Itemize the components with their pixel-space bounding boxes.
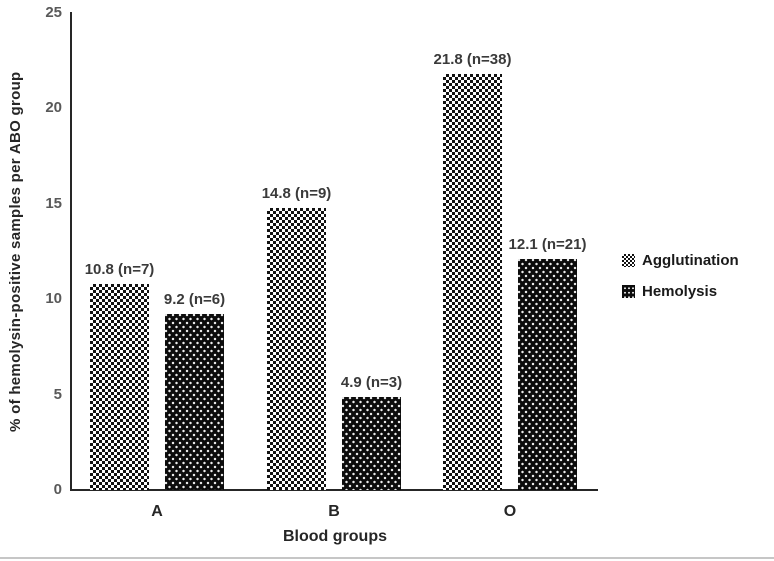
legend: Agglutination Hemolysis (622, 252, 739, 314)
y-tick-label-0: 0 (53, 481, 62, 498)
bar-hemolysis-group-a (165, 314, 224, 490)
data-label-agglutination-a: 10.8 (n=7) (84, 260, 155, 278)
x-axis-title: Blood groups (283, 528, 387, 545)
y-tick-label-25: 25 (45, 4, 62, 21)
y-tick-label-5: 5 (53, 385, 62, 403)
bar-agglutination-group-b (267, 207, 326, 490)
x-category-label-a: A (151, 503, 163, 520)
bar-hemolysis-group-o (518, 259, 577, 490)
y-tick-label-15: 15 (45, 194, 62, 212)
y-axis-line (70, 12, 72, 490)
data-label-hemolysis-o: 12.1 (n=21) (508, 236, 587, 254)
legend-label-hemolysis: Hemolysis (642, 283, 718, 300)
y-axis-title: % of hemolysin-positive samples per ABO … (7, 71, 24, 432)
legend-item-hemolysis: Hemolysis (622, 283, 739, 300)
bar-agglutination-group-o (443, 74, 502, 490)
agglutination-swatch-icon (622, 254, 635, 267)
data-label-hemolysis-a: 9.2 (n=6) (163, 291, 226, 309)
bar-hemolysis-group-b (342, 396, 401, 490)
bar-agglutination-group-a (90, 283, 149, 490)
y-tick-label-10: 10 (45, 290, 62, 308)
legend-item-agglutination: Agglutination (622, 252, 739, 269)
data-label-agglutination-o: 21.8 (n=38) (433, 51, 512, 69)
legend-label-agglutination: Agglutination (642, 252, 739, 269)
data-label-hemolysis-b: 4.9 (n=3) (340, 373, 403, 391)
x-category-label-b: B (328, 503, 340, 520)
hemolysis-swatch-icon (622, 285, 635, 298)
data-label-agglutination-b: 14.8 (n=9) (261, 184, 332, 202)
y-tick-label-20: 20 (45, 99, 62, 117)
x-axis-line (70, 489, 598, 491)
x-category-label-o: O (503, 503, 517, 520)
bottom-rule (0, 557, 774, 559)
